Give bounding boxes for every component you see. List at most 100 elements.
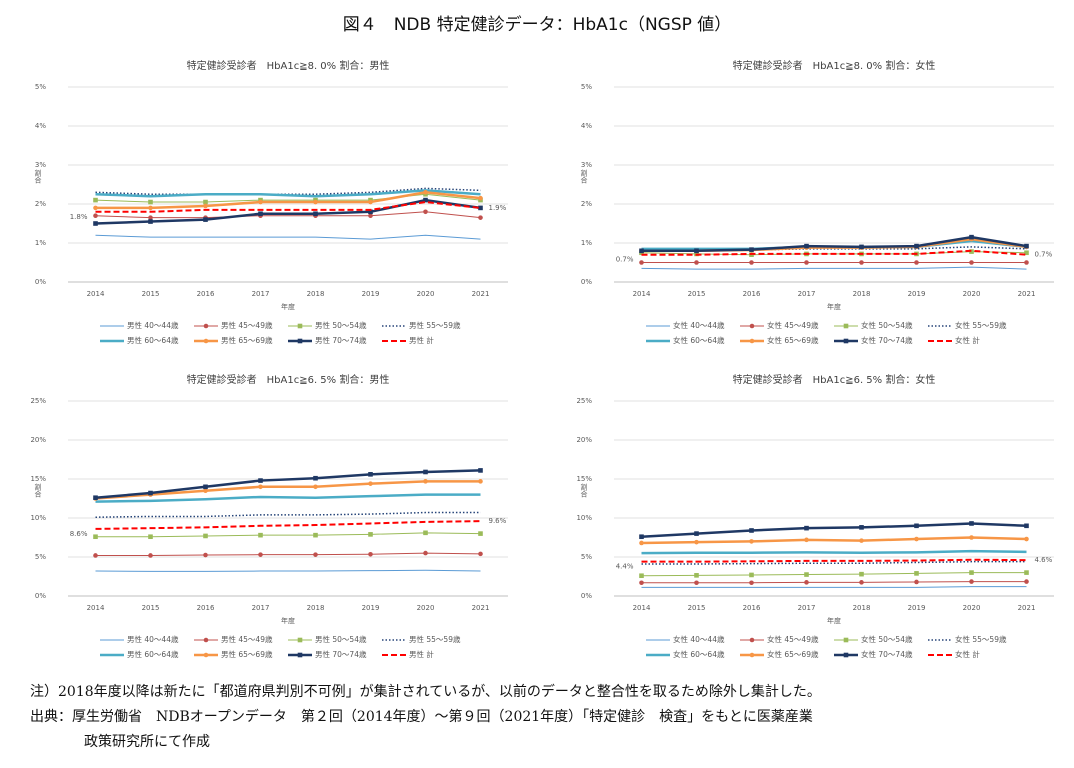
data-point <box>1024 243 1029 249</box>
data-point <box>1024 250 1029 256</box>
legend-label: 女性 50～54歳 <box>861 634 913 644</box>
y-tick-label: 2% <box>581 200 592 208</box>
x-tick-label: 2019 <box>362 290 380 298</box>
x-tick-label: 2020 <box>417 604 435 612</box>
series-line <box>95 191 481 210</box>
series-line <box>95 211 481 219</box>
data-point <box>694 248 699 254</box>
x-tick-label: 2018 <box>307 290 325 298</box>
data-point <box>969 249 974 254</box>
data-point <box>478 531 483 536</box>
data-point <box>258 532 263 538</box>
y-tick-label: 3% <box>581 161 592 169</box>
data-point <box>749 247 754 252</box>
y-tick-label: 10% <box>30 514 46 522</box>
data-point <box>1024 570 1029 575</box>
data-point <box>478 479 483 484</box>
y-tick-label: 5% <box>581 553 592 561</box>
series-line <box>641 558 1027 563</box>
legend-marker <box>843 637 849 643</box>
data-point <box>93 221 98 226</box>
data-point <box>313 475 318 481</box>
x-axis-label: 年度 <box>827 302 841 311</box>
data-point <box>203 203 208 209</box>
value-label: 0.7% <box>1035 251 1053 259</box>
data-point <box>694 573 699 578</box>
legend-label: 女性 55～59歳 <box>955 634 1007 644</box>
x-tick-label: 2020 <box>417 290 435 298</box>
data-point <box>804 537 809 543</box>
x-tick-label: 2014 <box>87 604 105 612</box>
data-point <box>859 538 864 543</box>
data-point <box>969 579 974 584</box>
x-axis-label: 年度 <box>827 616 841 625</box>
x-tick-label: 2017 <box>798 290 816 298</box>
legend-marker <box>843 323 849 329</box>
data-point <box>93 205 98 211</box>
data-point <box>423 209 428 215</box>
legend-label: 男性 70～74歳 <box>315 335 367 345</box>
data-point <box>203 533 208 539</box>
data-point <box>313 532 318 538</box>
x-tick-label: 2021 <box>1018 290 1036 298</box>
value-label: 1.9% <box>489 204 507 212</box>
legend-label: 男性 計 <box>409 335 434 345</box>
value-label: 8.6% <box>70 530 88 538</box>
x-tick-label: 2017 <box>252 604 270 612</box>
legend-label: 男性 60～64歳 <box>127 335 179 345</box>
value-label: 0.7% <box>616 256 634 264</box>
data-point <box>203 484 208 490</box>
chart-title: 特定健診受診者 HbA1c≧6. 5% 割合：男性 <box>187 373 390 386</box>
legend-marker <box>749 338 755 344</box>
data-point <box>639 248 644 254</box>
legend-label: 女性 40～44歳 <box>673 634 725 644</box>
legend-marker <box>297 338 303 344</box>
value-label: 1.8% <box>70 213 88 221</box>
legend-label: 女性 70～74歳 <box>861 649 913 659</box>
y-tick-label: 25% <box>30 397 46 405</box>
data-point <box>804 580 809 585</box>
data-point <box>313 552 318 557</box>
series-line <box>641 581 1027 584</box>
legend-marker <box>297 637 303 643</box>
note: 注）2018年度以降は新たに「都道府県判別不可例」が集計されているが、以前のデー… <box>30 683 821 700</box>
x-tick-label: 2020 <box>963 290 981 298</box>
data-point <box>804 525 809 531</box>
x-tick-label: 2021 <box>472 290 490 298</box>
data-point <box>148 205 153 211</box>
data-point <box>148 219 153 224</box>
data-point <box>313 211 318 217</box>
series-line <box>95 201 481 213</box>
legend-label: 男性 55～59歳 <box>409 320 461 330</box>
legend-marker <box>749 323 755 329</box>
data-point <box>258 484 263 490</box>
figure-title: 図４ NDB 特定健診データ：HbA1c（NGSP 値） <box>343 14 732 35</box>
y-axis-label: 割合 <box>34 169 42 185</box>
legend-label: 男性 45～49歳 <box>221 320 273 330</box>
x-tick-label: 2015 <box>142 290 160 298</box>
series-line <box>641 572 1027 577</box>
legend-label: 男性 70～74歳 <box>315 649 367 659</box>
data-point <box>313 484 318 490</box>
y-tick-label: 5% <box>35 553 46 561</box>
legend-label: 男性 計 <box>409 649 434 659</box>
data-point <box>478 468 483 473</box>
legend-label: 女性 70～74歳 <box>861 335 913 345</box>
data-point <box>203 488 208 494</box>
y-tick-label: 20% <box>30 436 46 444</box>
data-point <box>478 215 483 220</box>
legend-label: 男性 45～49歳 <box>221 634 273 644</box>
data-point <box>148 215 153 220</box>
note: 出典：厚生労働省 NDBオープンデータ 第２回（2014年度）～第９回（2021… <box>30 708 813 725</box>
series-line <box>641 586 1027 588</box>
series-line <box>641 549 1027 555</box>
data-point <box>694 539 699 545</box>
x-tick-label: 2020 <box>963 604 981 612</box>
legend-marker <box>297 652 303 658</box>
data-point <box>859 244 864 250</box>
x-tick-label: 2016 <box>197 604 215 612</box>
data-point <box>203 199 208 205</box>
legend-marker <box>203 338 209 344</box>
chart-title: 特定健診受診者 HbA1c≧6. 5% 割合：女性 <box>733 373 936 386</box>
data-point <box>914 243 919 249</box>
